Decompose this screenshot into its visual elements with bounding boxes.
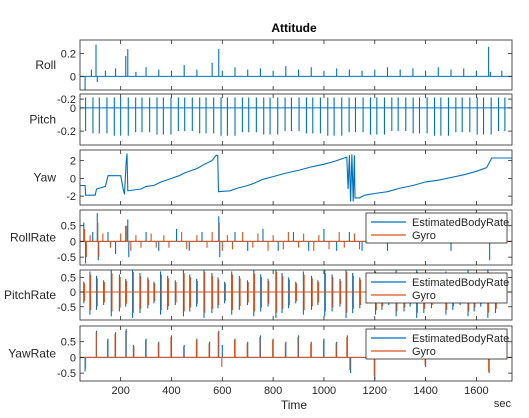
y-axis-label: YawRate	[8, 347, 56, 361]
x-tick-label: 1000	[312, 385, 336, 397]
y-tick-label: -0.5	[57, 368, 76, 380]
legend-box	[365, 328, 508, 360]
subplot-frame	[79, 269, 513, 321]
legend-entry: EstimatedBodyRate	[412, 217, 509, 229]
y-tick-label: -0.5	[57, 252, 76, 264]
y-tick-label: 0	[70, 103, 76, 115]
legend-box	[365, 272, 508, 304]
y-tick-label: 2	[70, 156, 76, 168]
y-tick-label: -0.2	[57, 94, 76, 106]
plot-area	[80, 44, 512, 90]
x-tick-label: 1600	[464, 385, 488, 397]
y-tick-label: 0	[70, 287, 76, 299]
series-line	[80, 153, 512, 202]
y-tick-label: 0	[70, 71, 76, 83]
legend-entry: EstimatedBodyRate	[412, 333, 509, 345]
x-tick-label: 1200	[363, 385, 387, 397]
subplot-frame	[79, 93, 513, 146]
legend-box	[365, 212, 508, 244]
x-axis-label: Time	[281, 398, 308, 412]
subplot-yaw: Yaw 2 0 -2	[34, 149, 513, 206]
y-tick-label: 0.5	[61, 272, 76, 284]
y-axis-label: PitchRate	[4, 288, 56, 302]
y-axis-label: Roll	[35, 58, 56, 72]
y-tick-label: 0.2	[61, 49, 76, 61]
plot-area	[80, 153, 512, 202]
x-tick-label: 200	[111, 385, 129, 397]
y-tick-label: -0.2	[57, 126, 76, 138]
chart-title: Attitude	[271, 21, 317, 35]
x-tick-label: 1400	[413, 385, 437, 397]
y-tick-label: -2	[66, 191, 76, 203]
y-tick-label: 0	[70, 352, 76, 364]
y-axis-label: Pitch	[29, 113, 56, 127]
subplot-stack: Roll0.20-0.2Pitch0-0.2Yaw20-2RollRate0.5…	[4, 39, 513, 397]
y-tick-label: 0	[70, 173, 76, 185]
subplot-frame	[79, 209, 513, 266]
y-tick-label: -0.5	[57, 302, 76, 314]
subplot-yawrate: YawRate 0.5 0 -0.5 200 400 600 800 1000 1200 1400 1…	[8, 325, 513, 397]
x-tick-label: 400	[162, 385, 180, 397]
x-axis-unit: sec	[494, 398, 512, 410]
plot-area	[80, 97, 512, 136]
subplot-roll: Roll 0.2 0 -0.2	[35, 39, 513, 106]
y-axis-label: RollRate	[10, 231, 56, 245]
subplot-frame	[79, 325, 513, 382]
legend-entry: Gyro	[412, 346, 436, 358]
x-tick-label: 800	[264, 385, 282, 397]
y-tick-label: 0.5	[61, 337, 76, 349]
y-tick-label: 0	[70, 236, 76, 248]
y-tick-label: 0.5	[61, 221, 76, 233]
legend-entry: Gyro	[412, 290, 436, 302]
legend-entry: Gyro	[412, 230, 436, 242]
subplot-frame	[79, 39, 513, 91]
y-axis-label: Yaw	[34, 171, 57, 185]
x-tick-label: 600	[213, 385, 231, 397]
legend-entry: EstimatedBodyRate	[412, 277, 509, 289]
subplot-frame	[79, 149, 513, 206]
